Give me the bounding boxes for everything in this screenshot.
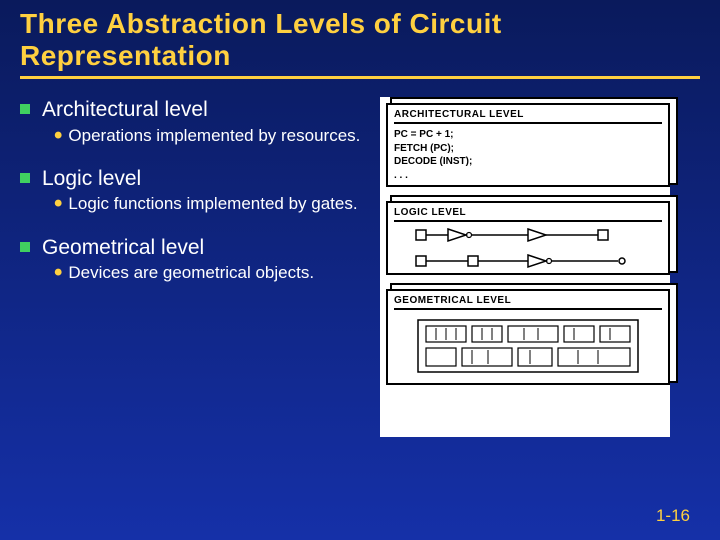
panel-label: LOGIC LEVEL xyxy=(394,207,662,222)
panel-geometrical: GEOMETRICAL LEVEL xyxy=(386,289,670,385)
bullet-subtext: Devices are geometrical objects. xyxy=(68,262,314,283)
square-bullet-icon xyxy=(20,104,30,114)
dot-bullet-icon: • xyxy=(54,262,62,284)
panel-logic: LOGIC LEVEL xyxy=(386,201,670,275)
bullet-item-logic: Logic level • Logic functions implemente… xyxy=(20,166,370,215)
panel-label: GEOMETRICAL LEVEL xyxy=(394,295,662,310)
panel-architectural: ARCHITECTURAL LEVEL PC = PC + 1; FETCH (… xyxy=(386,103,670,187)
square-bullet-icon xyxy=(20,242,30,252)
bullet-subtext: Operations implemented by resources. xyxy=(68,125,360,146)
bullet-title: Logic level xyxy=(42,166,141,191)
bullet-list: Architectural level • Operations impleme… xyxy=(20,97,380,437)
architectural-code: PC = PC + 1; FETCH (PC); DECODE (INST); … xyxy=(394,128,662,182)
geometrical-layout-diagram xyxy=(394,314,662,378)
content-area: Architectural level • Operations impleme… xyxy=(0,97,720,437)
panel-label: ARCHITECTURAL LEVEL xyxy=(394,109,662,124)
slide-title: Three Abstraction Levels of Circuit Repr… xyxy=(0,0,720,72)
dot-bullet-icon: • xyxy=(54,193,62,215)
bullet-item-architectural: Architectural level • Operations impleme… xyxy=(20,97,370,146)
bullet-item-geometrical: Geometrical level • Devices are geometri… xyxy=(20,235,370,284)
bullet-title: Architectural level xyxy=(42,97,208,122)
logic-gate-diagram xyxy=(394,226,662,272)
bullet-subtext: Logic functions implemented by gates. xyxy=(68,193,357,214)
title-underline xyxy=(20,76,700,79)
bullet-title: Geometrical level xyxy=(42,235,204,260)
dot-bullet-icon: • xyxy=(54,125,62,147)
page-number: 1-16 xyxy=(656,506,690,526)
square-bullet-icon xyxy=(20,173,30,183)
diagram-panel-stack: ARCHITECTURAL LEVEL PC = PC + 1; FETCH (… xyxy=(380,97,670,437)
